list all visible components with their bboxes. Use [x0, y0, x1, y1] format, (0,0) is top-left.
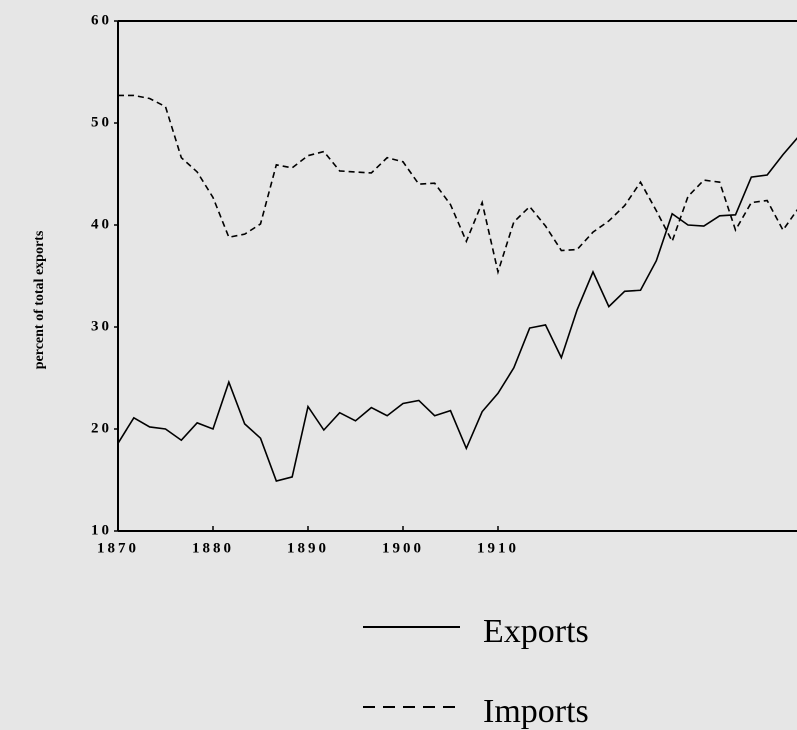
series-line — [117, 137, 797, 482]
y-tick-label: 60 — [91, 12, 112, 28]
y-tick-label: 20 — [91, 420, 112, 436]
legend-label: Exports — [483, 613, 589, 650]
x-tick-label: 1890 — [287, 540, 329, 556]
legend-label: Imports — [483, 693, 589, 730]
x-tick-label: 1880 — [192, 540, 234, 556]
series-line — [118, 94, 797, 275]
y-axis-label: percent of total exports — [32, 230, 47, 369]
y-tick-label: 10 — [91, 522, 112, 538]
x-tick-label: 1870 — [97, 540, 139, 556]
x-tick-label: 1900 — [382, 540, 424, 556]
y-tick-label: 50 — [91, 114, 112, 130]
y-tick-label: 40 — [91, 216, 112, 232]
x-tick-label: 1910 — [477, 540, 519, 556]
y-tick-label: 30 — [91, 318, 112, 334]
